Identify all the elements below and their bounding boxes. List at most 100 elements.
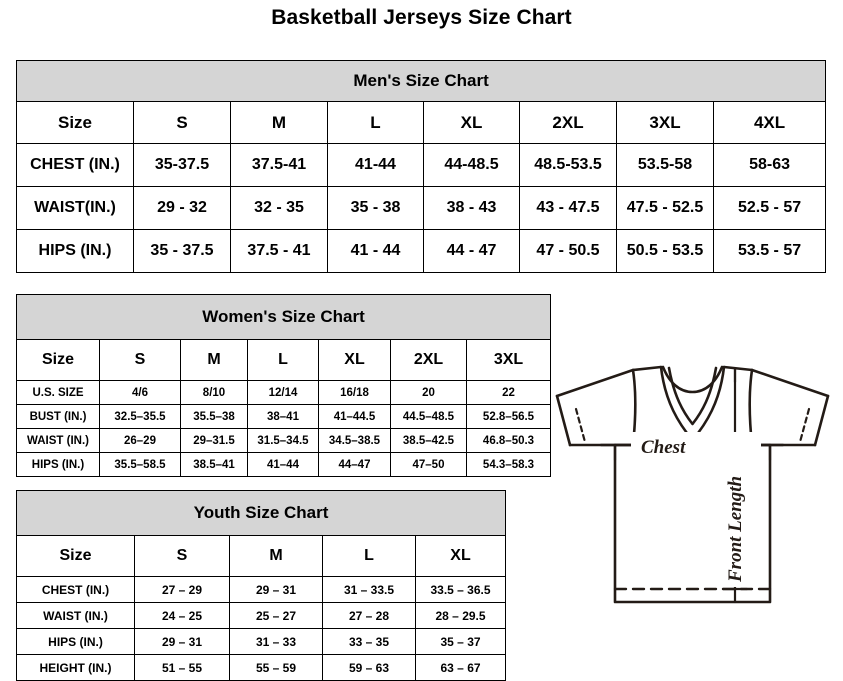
table-row: HIPS (IN.) 35.5–58.5 38.5–41 41–44 44–47…: [16, 452, 552, 477]
womens-hips-s: 35.5–58.5: [99, 452, 181, 477]
mens-chest-4xl: 58-63: [712, 143, 827, 187]
mens-waist-2xl: 43 - 47.5: [519, 186, 617, 230]
table-row: CHEST (IN.) 35-37.5 37.5-41 41-44 44-48.…: [16, 143, 827, 187]
womens-row-label-waist: WAIST (IN.): [16, 428, 100, 453]
mens-chest-l: 41-44: [327, 143, 424, 187]
womens-row-label-us-size: U.S. SIZE: [16, 380, 100, 405]
womens-bust-3xl: 52.8–56.5: [465, 404, 552, 429]
right-shoulder-line: [750, 368, 830, 398]
womens-ussize-2xl: 20: [390, 380, 467, 405]
right-sleeve-outer: [813, 394, 830, 447]
womens-waist-m: 29–31.5: [180, 428, 248, 453]
womens-band-row: Women's Size Chart: [15, 294, 552, 340]
youth-header-size: Size: [16, 535, 135, 577]
mens-hips-4xl: 53.5 - 57: [712, 229, 827, 273]
mens-waist-l: 35 - 38: [327, 186, 424, 230]
mens-row-label-waist: WAIST(IN.): [16, 186, 134, 230]
womens-hips-2xl: 47–50: [390, 452, 467, 477]
youth-waist-l: 27 – 28: [322, 602, 416, 629]
front-length-label: Front Length: [725, 476, 746, 583]
chest-label-backing: [631, 432, 761, 459]
mens-hips-2xl: 47 - 50.5: [519, 229, 617, 273]
mens-waist-s: 29 - 32: [133, 186, 231, 230]
left-neck-shoulder: [631, 365, 663, 372]
left-shoulder-line: [555, 368, 635, 398]
womens-ussize-s: 4/6: [99, 380, 181, 405]
mens-header-s: S: [133, 101, 231, 144]
youth-height-s: 51 – 55: [134, 654, 230, 681]
youth-hips-s: 29 – 31: [134, 628, 230, 655]
womens-header-row: Size S M L XL 2XL 3XL: [16, 339, 552, 381]
mens-chest-s: 35-37.5: [133, 143, 231, 187]
mens-hips-3xl: 50.5 - 53.5: [616, 229, 714, 273]
mens-size-chart-table: Men's Size Chart Size S M L XL 2XL 3XL 4…: [15, 60, 827, 273]
mens-waist-4xl: 52.5 - 57: [712, 186, 827, 230]
youth-header-s: S: [134, 535, 230, 577]
youth-height-l: 59 – 63: [322, 654, 416, 681]
womens-waist-2xl: 38.5–42.5: [390, 428, 467, 453]
youth-header-l: L: [322, 535, 416, 577]
mens-band-title: Men's Size Chart: [15, 60, 827, 102]
table-row: HIPS (IN.) 29 – 31 31 – 33 33 – 35 35 – …: [16, 628, 507, 655]
youth-height-m: 55 – 59: [229, 654, 323, 681]
mens-hips-m: 37.5 - 41: [230, 229, 328, 273]
womens-hips-3xl: 54.3–58.3: [465, 452, 552, 477]
womens-hips-xl: 44–47: [318, 452, 391, 477]
mens-hips-xl: 44 - 47: [423, 229, 520, 273]
womens-row-label-hips: HIPS (IN.): [16, 452, 100, 477]
womens-band-title: Women's Size Chart: [15, 294, 552, 340]
left-sleeve-outer: [555, 394, 572, 447]
table-row: WAIST (IN.) 26–29 29–31.5 31.5–34.5 34.5…: [16, 428, 552, 453]
youth-row-label-height: HEIGHT (IN.): [16, 654, 135, 681]
womens-bust-xl: 41–44.5: [318, 404, 391, 429]
youth-header-row: Size S M L XL: [16, 535, 507, 577]
mens-band-row: Men's Size Chart: [15, 60, 827, 102]
womens-waist-xl: 34.5–38.5: [318, 428, 391, 453]
right-cuff-stitch: [798, 407, 811, 444]
mens-header-3xl: 3XL: [616, 101, 714, 144]
mens-header-l: L: [327, 101, 424, 144]
womens-header-size: Size: [16, 339, 100, 381]
table-row: HIPS (IN.) 35 - 37.5 37.5 - 41 41 - 44 4…: [16, 229, 827, 273]
youth-chest-xl: 33.5 – 36.5: [414, 576, 507, 603]
chest-label: Chest: [641, 437, 686, 458]
youth-waist-xl: 28 – 29.5: [414, 602, 507, 629]
mens-waist-xl: 38 - 43: [423, 186, 520, 230]
left-cuff-stitch: [574, 407, 587, 444]
youth-band-title: Youth Size Chart: [15, 490, 507, 536]
youth-hips-l: 33 – 35: [322, 628, 416, 655]
youth-waist-m: 25 – 27: [229, 602, 323, 629]
body-outline: [613, 443, 772, 604]
youth-row-label-hips: HIPS (IN.): [16, 628, 135, 655]
womens-ussize-3xl: 22: [465, 380, 552, 405]
womens-header-s: S: [99, 339, 181, 381]
table-row: U.S. SIZE 4/6 8/10 12/14 16/18 20 22: [16, 380, 552, 405]
youth-header-xl: XL: [414, 535, 507, 577]
page-title: Basketball Jerseys Size Chart: [271, 6, 572, 29]
youth-header-m: M: [229, 535, 323, 577]
jersey-measurement-diagram: Chest Front Length: [545, 352, 840, 652]
youth-chest-l: 31 – 33.5: [322, 576, 416, 603]
mens-header-m: M: [230, 101, 328, 144]
womens-waist-l: 31.5–34.5: [247, 428, 319, 453]
womens-header-l: L: [247, 339, 319, 381]
womens-ussize-xl: 16/18: [318, 380, 391, 405]
mens-row-label-chest: CHEST (IN.): [16, 143, 134, 187]
right-neck-shoulder: [722, 365, 754, 372]
womens-bust-m: 35.5–38: [180, 404, 248, 429]
mens-chest-3xl: 53.5-58: [616, 143, 714, 187]
womens-bust-s: 32.5–35.5: [99, 404, 181, 429]
womens-ussize-m: 8/10: [180, 380, 248, 405]
mens-waist-m: 32 - 35: [230, 186, 328, 230]
table-row: CHEST (IN.) 27 – 29 29 – 31 31 – 33.5 33…: [16, 576, 507, 603]
youth-size-chart-table: Youth Size Chart Size S M L XL CHEST (IN…: [15, 490, 507, 681]
womens-header-2xl: 2XL: [390, 339, 467, 381]
womens-header-xl: XL: [318, 339, 391, 381]
mens-chest-2xl: 48.5-53.5: [519, 143, 617, 187]
mens-header-size: Size: [16, 101, 134, 144]
mens-chest-m: 37.5-41: [230, 143, 328, 187]
mens-header-row: Size S M L XL 2XL 3XL 4XL: [16, 101, 827, 144]
table-row: HEIGHT (IN.) 51 – 55 55 – 59 59 – 63 63 …: [16, 654, 507, 681]
mens-hips-s: 35 - 37.5: [133, 229, 231, 273]
vneck-inner: [667, 366, 718, 426]
